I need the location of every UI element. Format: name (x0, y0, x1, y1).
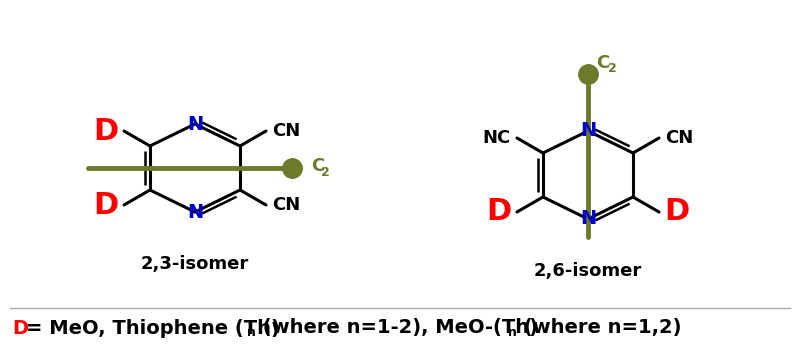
Text: CN: CN (272, 122, 300, 140)
Text: N: N (187, 202, 203, 221)
Text: 2,3-isomer: 2,3-isomer (141, 255, 249, 273)
Text: N: N (580, 209, 596, 228)
Text: D: D (94, 190, 118, 220)
Text: N: N (187, 114, 203, 133)
Text: D: D (94, 117, 118, 145)
Text: 2: 2 (321, 165, 330, 178)
Text: NC: NC (483, 129, 511, 147)
Text: CN: CN (665, 129, 693, 147)
Text: n: n (247, 326, 256, 339)
Text: N: N (580, 121, 596, 140)
Text: D: D (12, 319, 28, 338)
Text: (where n=1,2): (where n=1,2) (517, 319, 682, 338)
Text: D: D (486, 197, 512, 226)
Text: n: n (508, 326, 517, 339)
Text: C: C (311, 157, 324, 175)
Text: (where n=1-2), MeO-(Th): (where n=1-2), MeO-(Th) (256, 319, 538, 338)
Text: D: D (664, 197, 690, 226)
Text: = MeO, Thiophene (Th): = MeO, Thiophene (Th) (26, 319, 280, 338)
Text: CN: CN (272, 196, 300, 214)
Text: 2,6-isomer: 2,6-isomer (534, 262, 642, 280)
Text: 2: 2 (608, 63, 617, 75)
Text: C: C (596, 54, 610, 72)
